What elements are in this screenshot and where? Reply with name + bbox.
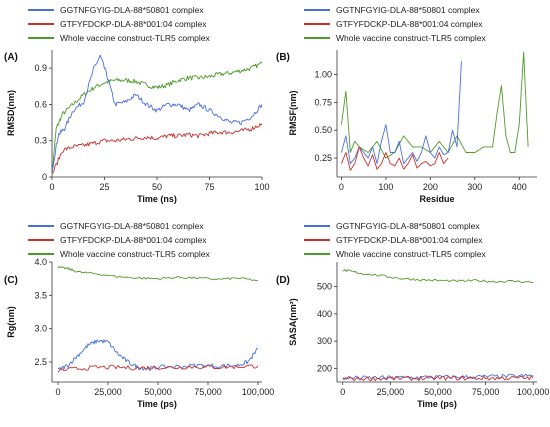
legend-label: GTFYFDCKP-DLA-88*001:04 complex <box>336 19 483 29</box>
y-tick-label: 300 <box>317 336 332 346</box>
x-axis-label: Time (ns) <box>137 194 177 204</box>
series-line <box>340 51 529 159</box>
panel-label: (C) <box>4 275 18 286</box>
y-tick-label: 3.0 <box>34 324 47 334</box>
legend-label: GTFYFDCKP-DLA-88*001:04 complex <box>60 235 207 245</box>
x-axis-label: Time (ps) <box>137 399 177 409</box>
legend-label: GTFYFDCKP-DLA-88*001:04 complex <box>60 19 207 29</box>
x-tick-label: 25 <box>99 182 109 192</box>
series-line <box>342 375 534 382</box>
x-tick-label: 0 <box>49 182 54 192</box>
panel-label: (B) <box>276 52 290 63</box>
y-tick-label: 200 <box>317 363 332 373</box>
series-line <box>340 146 449 171</box>
x-tick-label: 50,000 <box>424 387 452 397</box>
x-axis-label: Time (ps) <box>417 399 457 409</box>
x-tick-label: 400 <box>512 182 527 192</box>
x-tick-label: 100 <box>378 182 393 192</box>
x-tick-label: 25,000 <box>94 387 122 397</box>
legend-label: Whole vaccine construct-TLR5 complex <box>336 249 487 259</box>
legend-label: GGTNFGYIG-DLA-88*50801 complex <box>60 221 204 231</box>
x-tick-label: 0 <box>339 182 344 192</box>
legend-label: GGTNFGYIG-DLA-88*50801 complex <box>336 5 480 15</box>
y-tick-label: 0.6 <box>34 99 47 109</box>
series-line <box>57 266 258 282</box>
series-line <box>340 61 462 165</box>
y-tick-label: 1.00 <box>314 70 332 80</box>
legend-label: GGTNFGYIG-DLA-88*50801 complex <box>336 221 480 231</box>
x-tick-label: 25,000 <box>377 387 405 397</box>
x-tick-label: 50 <box>152 182 162 192</box>
y-tick-label: 3.5 <box>34 290 47 300</box>
series-line <box>51 123 263 174</box>
panel-c: GGTNFGYIG-DLA-88*50801 complex GTFYFDCKP-… <box>4 221 274 409</box>
series-line <box>57 339 259 371</box>
panel-d: GGTNFGYIG-DLA-88*50801 complex GTFYFDCKP-… <box>276 221 549 409</box>
legend-label: Whole vaccine construct-TLR5 complex <box>60 249 211 259</box>
series-line <box>342 269 534 284</box>
x-tick-label: 0 <box>340 387 345 397</box>
panel-a: GGTNFGYIG-DLA-88*50801 complex GTFYFDCKP-… <box>4 5 270 204</box>
y-tick-label: 0.25 <box>314 153 332 163</box>
y-tick-label: 0.75 <box>314 97 332 107</box>
legend-label: GGTNFGYIG-DLA-88*50801 complex <box>60 5 204 15</box>
x-tick-label: 200 <box>423 182 438 192</box>
x-tick-label: 100,000 <box>242 387 275 397</box>
series-line <box>57 364 259 373</box>
x-tick-label: 0 <box>55 387 60 397</box>
legend-label: Whole vaccine construct-TLR5 complex <box>60 33 211 43</box>
y-axis-label: RMSF(nm) <box>288 91 298 136</box>
panel-label: (D) <box>276 275 290 286</box>
y-tick-label: 4.0 <box>34 257 47 267</box>
y-tick-label: 0.50 <box>314 125 332 135</box>
x-tick-label: 50,000 <box>144 387 172 397</box>
x-tick-label: 75,000 <box>194 387 222 397</box>
legend-label: GTFYFDCKP-DLA-88*001:04 complex <box>336 235 483 245</box>
x-tick-label: 300 <box>467 182 482 192</box>
x-tick-label: 75 <box>204 182 214 192</box>
series-line <box>51 54 263 174</box>
legend-label: Whole vaccine construct-TLR5 complex <box>336 33 487 43</box>
y-tick-label: 500 <box>317 282 332 292</box>
y-tick-label: 0.9 <box>34 63 47 73</box>
panel-b: GGTNFGYIG-DLA-88*50801 complex GTFYFDCKP-… <box>276 5 537 204</box>
y-tick-label: 400 <box>317 309 332 319</box>
x-axis-label: Residue <box>419 194 454 204</box>
y-tick-label: 0.3 <box>34 136 47 146</box>
y-axis-label: SASA(nm²) <box>288 298 298 346</box>
y-tick-label: 2.5 <box>34 357 47 367</box>
series-line <box>51 61 263 177</box>
y-axis-label: RMSD(nm) <box>6 90 16 136</box>
y-tick-label: 0 <box>42 172 47 182</box>
x-tick-label: 100 <box>254 182 269 192</box>
panel-label: (A) <box>4 52 18 63</box>
x-tick-label: 100,000 <box>517 387 550 397</box>
y-axis-label: Rg(nm) <box>6 306 16 338</box>
x-tick-label: 75,000 <box>472 387 500 397</box>
